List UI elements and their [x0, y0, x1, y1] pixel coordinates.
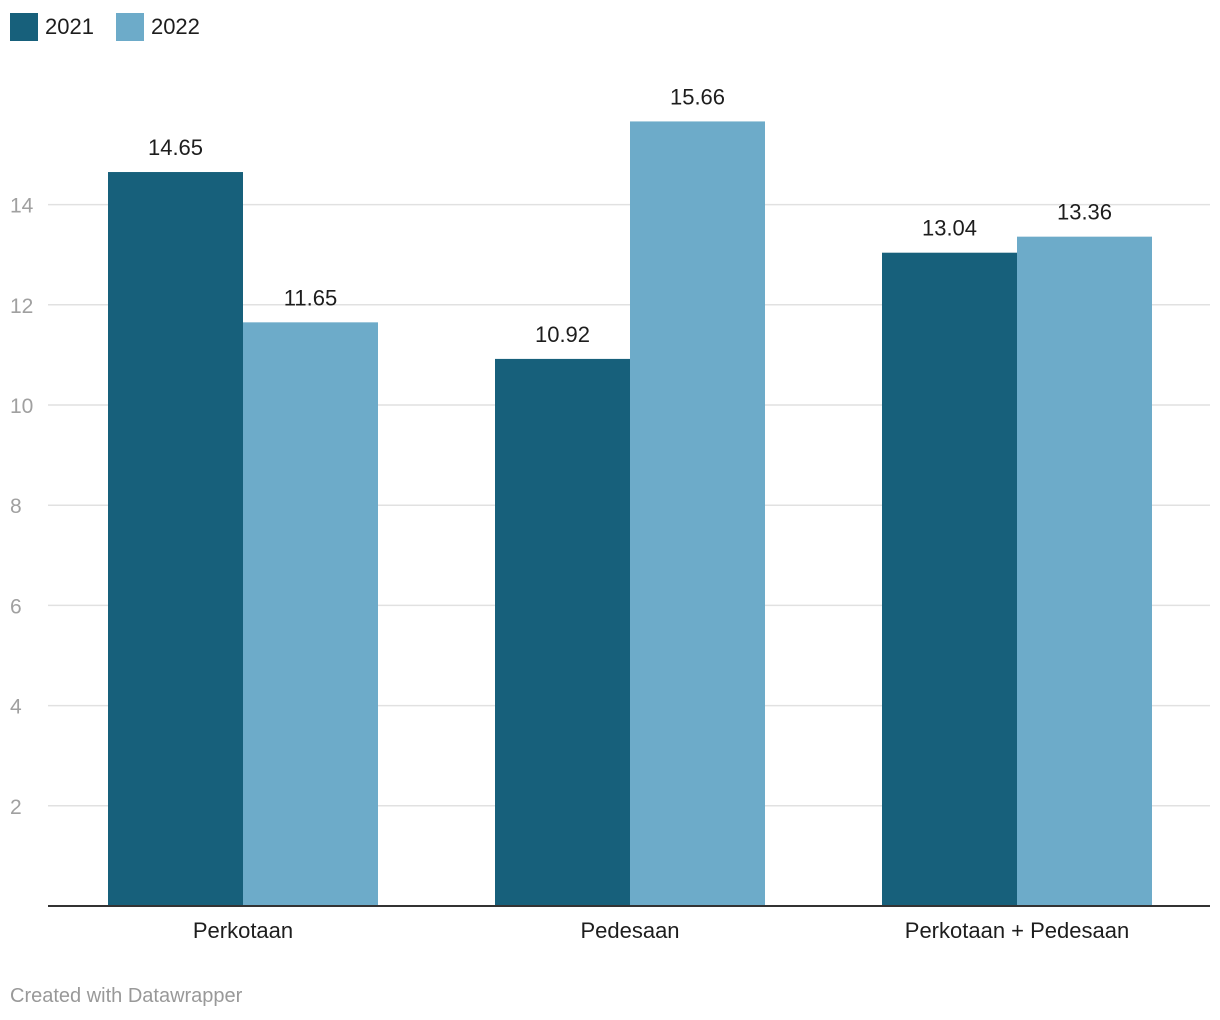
- x-tick-label: Perkotaan: [193, 918, 293, 943]
- bar-2022-2: [1017, 236, 1152, 906]
- legend: 2021 2022: [10, 12, 222, 42]
- legend-label-2022: 2022: [150, 14, 200, 39]
- y-tick-label: 8: [10, 495, 22, 518]
- bar-2021-0: [108, 172, 243, 906]
- legend-swatch-2021: [10, 13, 38, 41]
- legend-item-2022: 2022: [115, 13, 200, 41]
- value-label-2021-2: 13.04: [922, 216, 977, 241]
- value-label-2022-1: 15.66: [670, 84, 725, 109]
- footer-credit: Created with Datawrapper: [10, 985, 243, 1007]
- value-label-2021-1: 10.92: [535, 322, 590, 347]
- y-tick-label: 12: [10, 295, 33, 318]
- legend-swatch-2022: [115, 13, 144, 41]
- bar-2022-1: [630, 121, 765, 906]
- legend-item-2021: 2021: [10, 13, 94, 41]
- y-tick-label: 10: [10, 395, 33, 418]
- legend-label-2021: 2021: [45, 14, 94, 39]
- x-tick-label: Perkotaan + Pedesaan: [905, 918, 1129, 943]
- value-label-2021-0: 14.65: [148, 135, 203, 160]
- bar-2022-0: [243, 322, 378, 907]
- bar-2021-2: [882, 252, 1017, 907]
- x-tick-label: Pedesaan: [580, 918, 679, 943]
- value-label-2022-2: 13.36: [1057, 200, 1112, 225]
- y-tick-label: 6: [10, 595, 22, 618]
- value-label-2022-0: 11.65: [284, 285, 337, 310]
- y-tick-label: 4: [10, 696, 22, 719]
- bar-2021-1: [495, 358, 630, 907]
- y-tick-label: 2: [10, 796, 22, 819]
- y-tick-label: 14: [10, 195, 34, 218]
